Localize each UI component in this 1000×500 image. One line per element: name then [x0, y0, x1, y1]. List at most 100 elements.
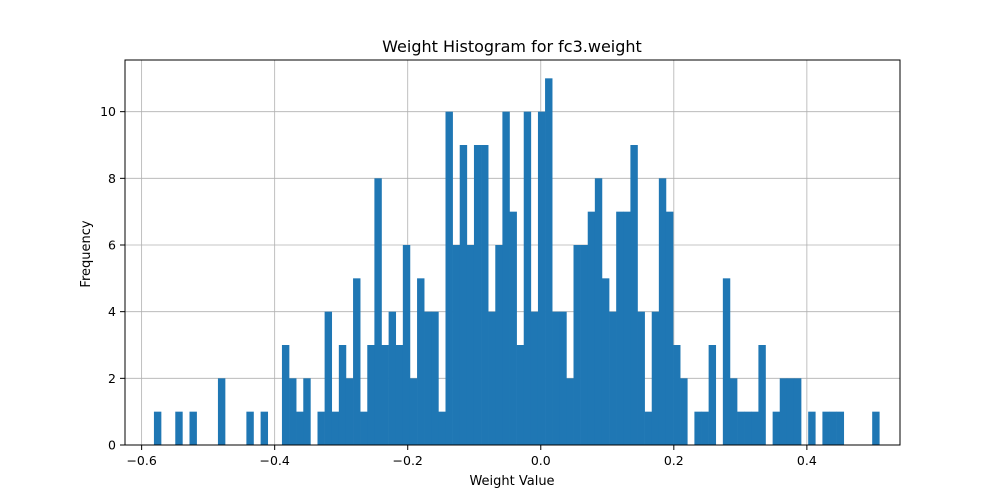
histogram-bar — [630, 145, 638, 445]
histogram-bar — [360, 411, 368, 445]
histogram-bar — [623, 211, 631, 445]
histogram-bar — [153, 411, 162, 445]
histogram-bar — [473, 145, 482, 445]
histogram-bar — [409, 378, 418, 445]
x-tick-label: −0.6 — [126, 453, 156, 468]
x-tick-label: 0.2 — [664, 453, 684, 468]
histogram-bar — [573, 245, 581, 445]
histogram-bar — [751, 411, 759, 445]
histogram-bar — [722, 278, 731, 445]
histogram-bar — [559, 311, 567, 445]
chart-title: Weight Histogram for fc3.weight — [382, 37, 642, 56]
x-tick-label: −0.2 — [393, 453, 423, 468]
y-tick-label: 10 — [100, 104, 116, 119]
histogram-bar — [331, 411, 340, 445]
histogram-bar — [744, 411, 752, 445]
histogram-bars — [153, 78, 880, 446]
histogram-bar — [637, 311, 645, 445]
y-tick-label: 4 — [108, 304, 116, 319]
histogram-bar — [431, 311, 439, 445]
histogram-bar — [523, 111, 532, 446]
histogram-bar — [345, 378, 354, 445]
histogram-bar — [481, 145, 489, 445]
histogram-bar — [566, 378, 574, 445]
y-tick-label: 6 — [108, 238, 116, 253]
histogram-bar — [779, 378, 788, 445]
histogram-bar — [701, 411, 709, 445]
histogram-bar — [367, 345, 375, 445]
histogram-bar — [424, 311, 432, 445]
histogram-bar — [580, 245, 589, 445]
histogram-bar — [737, 411, 745, 445]
axes — [124, 59, 901, 446]
histogram-bar — [324, 311, 333, 445]
histogram-bar — [644, 411, 653, 445]
histogram-bar — [772, 411, 781, 445]
histogram-bar — [587, 211, 596, 445]
histogram-bar — [466, 245, 475, 445]
histogram-bar — [445, 111, 453, 446]
x-tick-label: −0.4 — [259, 453, 289, 468]
histogram-bar — [388, 311, 397, 445]
y-tick-label: 8 — [108, 171, 116, 186]
histogram-bar — [808, 411, 816, 445]
histogram-bar — [694, 411, 702, 445]
histogram-bar — [616, 211, 624, 445]
histogram-bar — [246, 411, 254, 445]
histogram-bar — [516, 345, 525, 445]
y-axis-label: Frequency — [79, 220, 94, 287]
histogram-bar — [381, 345, 389, 445]
histogram-bar — [338, 345, 347, 445]
histogram-bar — [395, 345, 404, 445]
x-tick-label: 0.0 — [531, 453, 551, 468]
histogram-bar — [502, 111, 510, 446]
histogram-bar — [708, 345, 717, 445]
histogram-bar — [822, 411, 830, 445]
histogram-bar — [296, 411, 304, 445]
plot-frame — [124, 59, 901, 446]
x-axis-ticks: −0.6 −0.4 −0.2 0.0 0.2 0.4 — [126, 445, 817, 468]
histogram-bar — [680, 378, 688, 445]
histogram-bar — [374, 178, 382, 446]
histogram-bar — [303, 378, 311, 445]
y-tick-label: 0 — [108, 438, 116, 453]
histogram-bar — [189, 411, 197, 445]
histogram-bar — [530, 311, 539, 445]
histogram-bar — [217, 378, 226, 445]
histogram-bar — [651, 311, 660, 445]
y-axis-ticks: 0 2 4 6 8 10 — [100, 104, 125, 453]
histogram-bar — [786, 378, 795, 445]
histogram-bar — [594, 178, 603, 446]
histogram-bar — [545, 78, 553, 445]
histogram-bar — [836, 411, 845, 445]
histogram-bar — [488, 311, 496, 445]
histogram-bar — [758, 345, 766, 445]
histogram-bar — [552, 311, 560, 445]
x-tick-label: 0.4 — [797, 453, 817, 468]
histogram-bar — [609, 311, 617, 445]
histogram-bar — [281, 345, 290, 445]
histogram-bar — [459, 145, 468, 445]
x-axis-label: Weight Value — [469, 474, 554, 489]
histogram-bar — [601, 278, 610, 445]
histogram-bar — [793, 378, 802, 445]
histogram-bar — [438, 411, 446, 445]
histogram-bar — [317, 411, 325, 445]
histogram-bar — [402, 245, 411, 445]
histogram-bar — [729, 378, 738, 445]
histogram-bar — [673, 345, 681, 445]
histogram-bar — [658, 178, 667, 446]
histogram-bar — [829, 411, 837, 445]
histogram-bar — [353, 278, 361, 445]
histogram-bar — [495, 245, 503, 445]
histogram-bar — [289, 378, 297, 445]
histogram-bar — [417, 278, 425, 445]
histogram-bar — [452, 245, 461, 445]
histogram-bar — [872, 411, 880, 445]
histogram-bar — [665, 211, 674, 445]
histogram-bar — [509, 211, 517, 445]
histogram-bar — [260, 411, 269, 445]
histogram-bar — [537, 111, 546, 446]
histogram-bar — [175, 411, 183, 445]
